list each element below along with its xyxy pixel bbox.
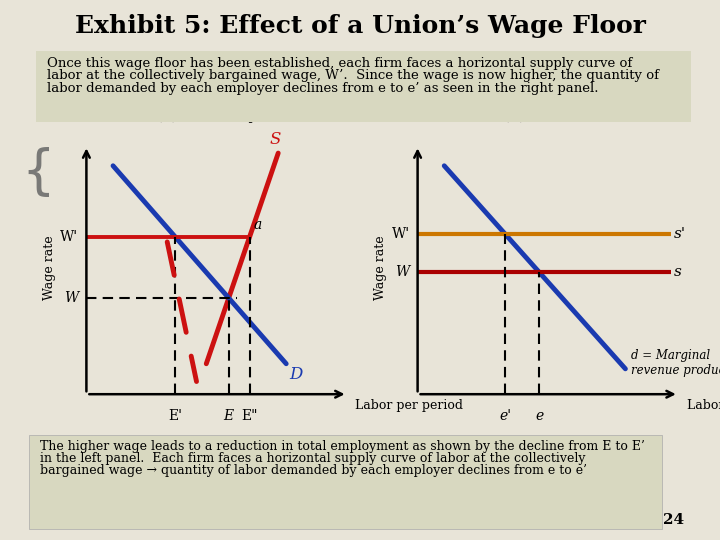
Text: bargained wage → quantity of labor demanded by each employer declines from e to : bargained wage → quantity of labor deman…: [40, 464, 587, 477]
Text: Wage rate: Wage rate: [42, 235, 55, 300]
Text: Labor per period: Labor per period: [687, 399, 720, 412]
Text: E': E': [168, 409, 182, 423]
Text: E: E: [224, 409, 234, 423]
Text: Once this wage floor has been established, each firm faces a horizontal supply c: Once this wage floor has been establishe…: [47, 57, 632, 70]
Text: in the left panel.  Each firm faces a horizontal supply curve of labor at the co: in the left panel. Each firm faces a hor…: [40, 452, 585, 465]
Text: Labor per period: Labor per period: [356, 399, 464, 412]
Text: The higher wage leads to a reduction in total employment as shown by the decline: The higher wage leads to a reduction in …: [40, 440, 644, 453]
Text: d = Marginal
revenue product: d = Marginal revenue product: [631, 348, 720, 376]
Text: W': W': [60, 230, 78, 244]
Text: Wage rate: Wage rate: [374, 235, 387, 300]
Text: W: W: [64, 291, 78, 305]
Text: S: S: [270, 131, 282, 148]
Text: W: W: [395, 265, 410, 279]
Text: a: a: [253, 218, 262, 232]
Text: s': s': [673, 227, 685, 241]
Text: (b) Firm: (b) Firm: [502, 109, 573, 123]
Text: e': e': [499, 409, 511, 423]
Text: e: e: [535, 409, 544, 423]
Text: (a) Industry: (a) Industry: [156, 108, 257, 123]
Text: labor at the collectively bargained wage, W’.  Since the wage is now higher, the: labor at the collectively bargained wage…: [47, 69, 659, 82]
Text: W': W': [392, 227, 410, 241]
Text: E": E": [241, 409, 258, 423]
Text: {: {: [22, 147, 55, 199]
Text: 24: 24: [663, 512, 684, 526]
Text: Exhibit 5: Effect of a Union’s Wage Floor: Exhibit 5: Effect of a Union’s Wage Floo…: [75, 14, 645, 37]
Text: D: D: [289, 366, 302, 383]
Text: s: s: [673, 265, 681, 279]
Text: labor demanded by each employer declines from e to e’ as seen in the right panel: labor demanded by each employer declines…: [47, 82, 598, 94]
